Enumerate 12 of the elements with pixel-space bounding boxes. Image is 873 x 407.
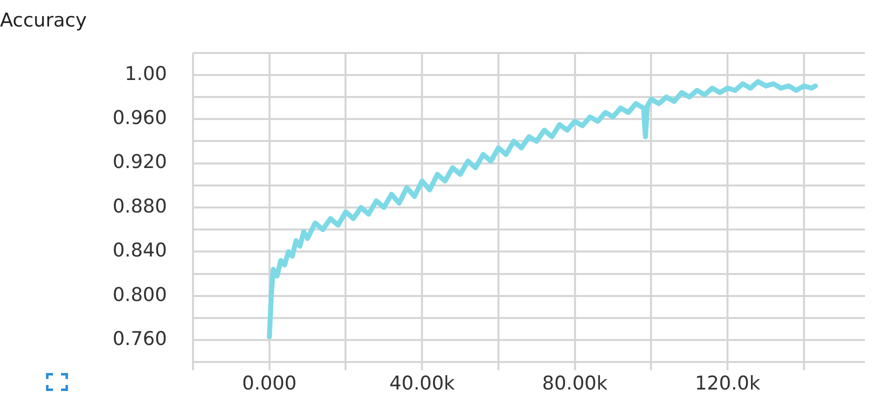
x-tick-label: 40.00k — [389, 372, 455, 395]
x-tick-label: 80.00k — [542, 372, 608, 395]
y-tick-label: 0.880 — [112, 195, 167, 218]
x-tick-label: 120.0k — [694, 372, 760, 395]
y-tick-label: 0.840 — [112, 240, 167, 262]
y-tick-label: 0.800 — [112, 284, 167, 306]
x-tick-label: 0.000 — [242, 372, 297, 395]
y-tick-label: 0.760 — [112, 328, 167, 350]
y-tick-label: 0.920 — [112, 151, 167, 174]
y-tick-label: 0.960 — [112, 107, 167, 130]
chart-title: Accuracy — [0, 9, 87, 32]
y-tick-label: 1.00 — [124, 62, 167, 85]
